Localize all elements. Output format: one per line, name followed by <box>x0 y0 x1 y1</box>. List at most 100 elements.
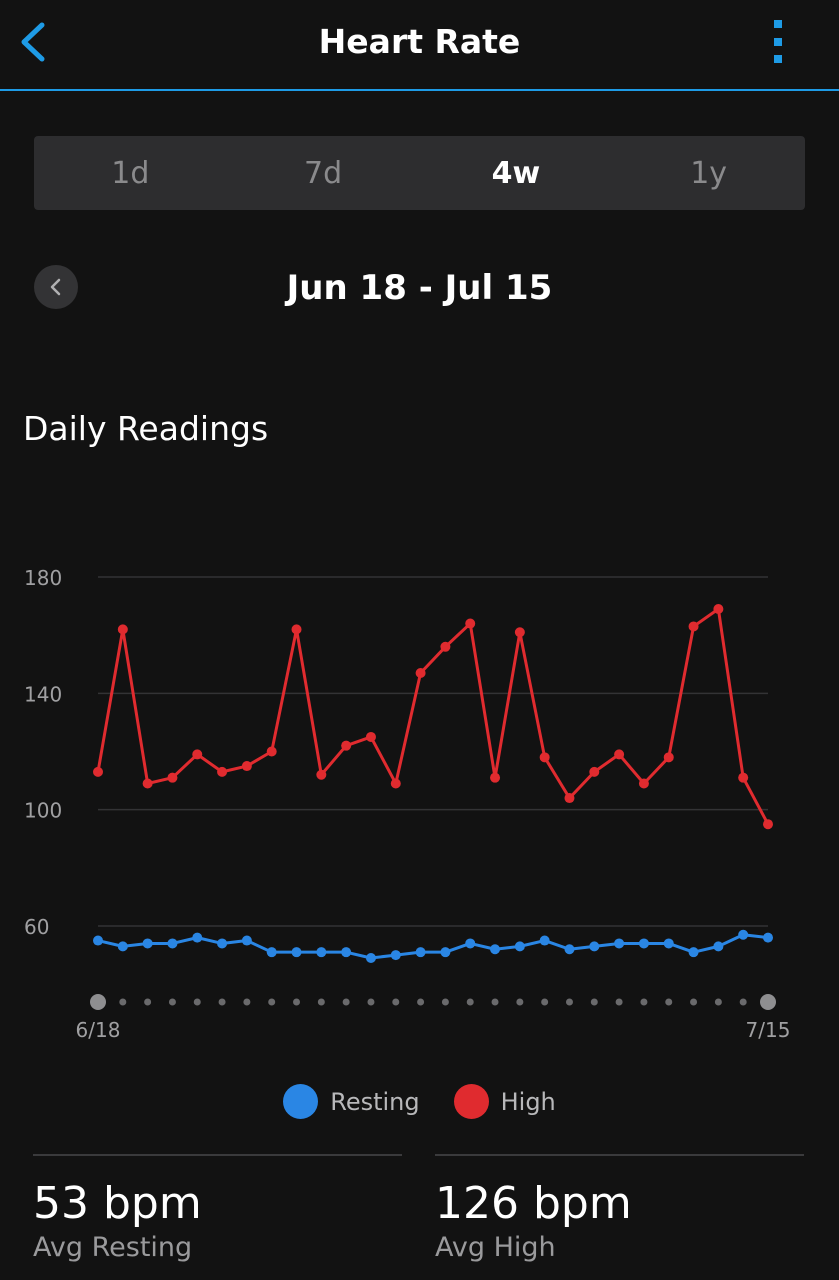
data-point-resting <box>192 932 203 943</box>
x-day-dot <box>690 998 698 1006</box>
data-point-resting <box>688 947 699 958</box>
x-day-dot <box>417 998 425 1006</box>
legend-label-resting: Resting <box>330 1087 420 1116</box>
legend-item-resting: Resting <box>283 1084 420 1119</box>
data-point-high <box>465 618 476 629</box>
x-day-dot <box>640 998 648 1006</box>
data-point-resting <box>465 938 476 949</box>
series-line-high <box>96 607 770 825</box>
data-point-resting <box>738 929 749 940</box>
avg-high-label: Avg High <box>435 1232 556 1263</box>
data-point-high <box>738 772 749 783</box>
data-point-resting <box>614 938 625 949</box>
data-point-high <box>688 621 699 632</box>
data-point-high <box>241 761 252 772</box>
more-vertical-icon <box>774 20 782 63</box>
x-day-dot <box>193 998 201 1006</box>
x-day-dot <box>342 998 350 1006</box>
x-day-dot <box>144 998 152 1006</box>
data-point-high <box>341 740 352 751</box>
legend-item-high: High <box>453 1084 556 1119</box>
data-point-resting <box>241 935 252 946</box>
data-point-resting <box>390 950 401 961</box>
data-point-resting <box>490 944 501 955</box>
chart-legend: Resting High <box>0 1084 839 1119</box>
data-point-high <box>713 603 724 614</box>
x-day-dot <box>491 998 499 1006</box>
y-tick-label: 140 <box>24 682 62 706</box>
data-point-resting <box>539 935 550 946</box>
data-point-resting <box>266 947 277 958</box>
tab-4w[interactable]: 4w <box>491 155 541 191</box>
more-options-button[interactable] <box>760 18 796 66</box>
y-tick-label: 60 <box>24 915 49 939</box>
data-point-resting <box>713 941 724 952</box>
data-point-high <box>539 752 550 763</box>
back-button[interactable] <box>14 18 54 66</box>
data-point-resting <box>291 947 302 958</box>
data-point-high <box>663 752 674 763</box>
x-day-dot <box>268 998 276 1006</box>
x-day-dot <box>392 998 400 1006</box>
series-line-resting <box>97 933 769 960</box>
tab-1d[interactable]: 1d <box>111 155 150 191</box>
x-day-dot <box>760 994 776 1010</box>
data-point-resting <box>663 938 674 949</box>
section-title: Daily Readings <box>23 409 269 448</box>
avg-high-value: 126 bpm <box>435 1178 632 1229</box>
daily-readings-chart: 60 100 140 180 6/18 7/15 <box>24 566 790 1042</box>
data-point-resting <box>415 947 426 958</box>
x-day-dot <box>615 998 623 1006</box>
data-point-high <box>490 772 501 783</box>
tab-7d[interactable]: 7d <box>304 155 343 191</box>
data-point-resting <box>638 938 649 949</box>
x-day-dot <box>168 998 176 1006</box>
tab-1y[interactable]: 1y <box>690 155 728 191</box>
data-point-high <box>117 624 128 635</box>
x-day-dot <box>516 998 524 1006</box>
stat-avg-resting: 53 bpm Avg Resting <box>33 1154 402 1263</box>
y-tick-label: 180 <box>24 566 62 590</box>
data-point-high <box>614 749 625 760</box>
data-point-resting <box>763 932 773 943</box>
x-day-dot <box>243 998 251 1006</box>
app-header: Heart Rate <box>0 0 839 91</box>
data-point-resting <box>365 952 376 963</box>
previous-range-button[interactable] <box>34 265 78 309</box>
x-day-dot <box>367 998 375 1006</box>
data-point-resting <box>341 947 352 958</box>
x-day-dot <box>541 998 549 1006</box>
data-point-high <box>142 778 153 789</box>
x-tick-label: 6/18 <box>76 1018 121 1042</box>
data-point-high <box>638 778 649 789</box>
x-day-dot <box>714 998 722 1006</box>
data-point-resting <box>93 935 103 946</box>
legend-label-high: High <box>500 1087 556 1116</box>
data-point-resting <box>316 947 327 958</box>
data-point-resting <box>440 947 451 958</box>
x-day-dot <box>466 998 474 1006</box>
data-point-high <box>514 627 525 638</box>
data-point-high <box>440 641 451 652</box>
x-day-dot <box>441 998 449 1006</box>
x-day-dot <box>317 998 325 1006</box>
data-point-resting <box>514 941 525 952</box>
data-point-high <box>415 667 426 678</box>
period-selector: 1d 7d 4w 1y <box>34 136 805 210</box>
data-point-high <box>316 769 327 780</box>
x-day-dot <box>293 998 301 1006</box>
chevron-left-small-icon <box>50 278 61 296</box>
x-day-dot <box>665 998 673 1006</box>
avg-resting-value: 53 bpm <box>33 1178 202 1229</box>
data-point-high <box>217 766 228 777</box>
legend-swatch-resting <box>283 1084 319 1119</box>
chevron-left-icon <box>21 22 45 62</box>
x-day-dot <box>90 994 106 1010</box>
data-point-high <box>93 766 103 777</box>
x-day-dot <box>739 998 747 1006</box>
legend-swatch-high <box>453 1084 489 1119</box>
data-point-resting <box>589 941 600 952</box>
data-point-resting <box>117 941 128 952</box>
data-point-high <box>763 819 773 830</box>
data-point-high <box>266 746 277 757</box>
